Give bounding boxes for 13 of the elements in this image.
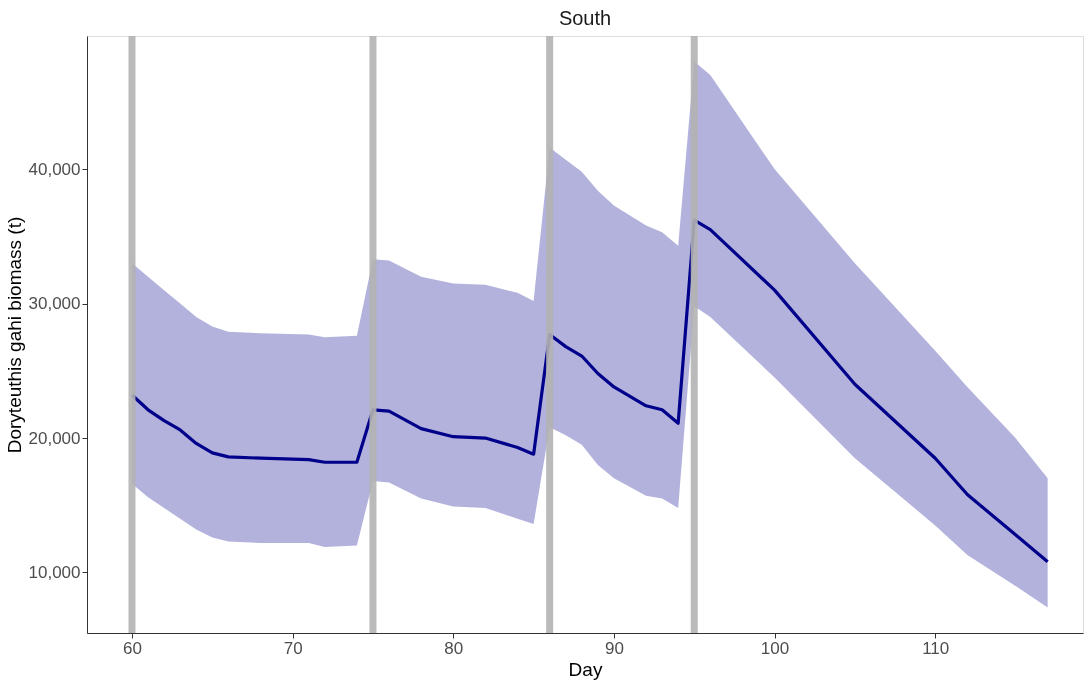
x-tick-label: 110 <box>922 638 950 658</box>
x-tick-label: 60 <box>123 638 142 658</box>
x-tick-label: 100 <box>760 638 790 658</box>
y-tick-label: 10,000 <box>28 562 81 582</box>
y-tick-label: 40,000 <box>28 159 81 179</box>
x-tick-label: 90 <box>604 638 624 658</box>
x-tick-label: 80 <box>444 638 464 658</box>
x-tick-label: 70 <box>283 638 303 658</box>
y-tick-label: 20,000 <box>28 428 81 448</box>
y-axis-title: Doryteuthis gahi biomass (t) <box>3 216 25 454</box>
chart-title: South <box>558 6 612 29</box>
y-tick-label: 30,000 <box>28 294 81 314</box>
x-axis-title: Day <box>568 658 603 680</box>
